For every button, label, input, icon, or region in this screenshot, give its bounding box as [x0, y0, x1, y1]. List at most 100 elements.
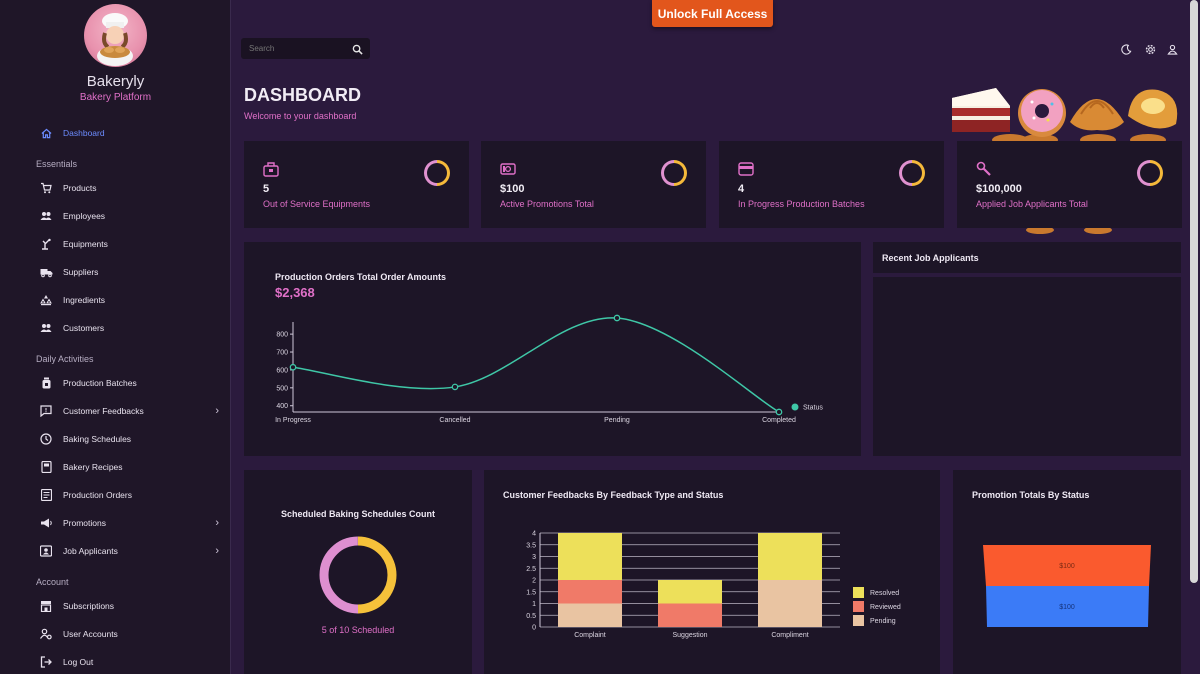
chart-total: $2,368	[275, 285, 315, 300]
stat-value: 5	[263, 183, 270, 195]
y-tick-label: 600	[276, 367, 288, 374]
dark-mode-icon[interactable]	[1119, 42, 1133, 56]
sidebar-item-label: Promotions	[63, 518, 106, 528]
section-account: Account	[36, 577, 69, 587]
sidebar-item-employees[interactable]: Employees	[39, 207, 225, 225]
y-tick-label: 2.5	[526, 566, 536, 573]
money-icon	[500, 161, 516, 177]
x-tick-label: Compliment	[771, 632, 808, 639]
sidebar-item-promotions[interactable]: Promotions ›	[39, 514, 225, 532]
series-line	[292, 317, 780, 413]
stat-card-promotions: $100 Active Promotions Total	[481, 141, 706, 228]
legend-label: Reviewed	[870, 604, 901, 611]
bar-segment	[558, 580, 622, 604]
sidebar-item-products[interactable]: Products	[39, 179, 225, 197]
progress-ring	[1137, 160, 1163, 186]
sidebar-item-label: Baking Schedules	[63, 434, 132, 444]
x-tick-label: Pending	[604, 417, 630, 424]
y-tick-label: 400	[276, 403, 288, 410]
user-gear-icon	[39, 627, 53, 641]
promotion-totals-card: Promotion Totals By Status $100 $100	[953, 470, 1181, 674]
legend-swatch	[853, 615, 864, 626]
sidebar-item-suppliers[interactable]: Suppliers	[39, 263, 225, 281]
sidebar-item-label: Suppliers	[63, 267, 99, 277]
sidebar-item-user-accounts[interactable]: User Accounts	[39, 625, 225, 643]
customer-feedbacks-chart-card: Customer Feedbacks By Feedback Type and …	[484, 470, 940, 674]
sidebar-item-subscriptions[interactable]: Subscriptions	[39, 597, 225, 615]
sidebar-item-production-orders[interactable]: Production Orders	[39, 486, 225, 504]
unlock-full-access-button[interactable]: Unlock Full Access	[652, 0, 773, 27]
stat-card-job-applicants: $100,000 Applied Job Applicants Total	[957, 141, 1182, 228]
donut-caption: 5 of 10 Scheduled	[321, 625, 395, 635]
sidebar-item-bakery-recipes[interactable]: Bakery Recipes	[39, 458, 225, 476]
sidebar-item-dashboard[interactable]: Dashboard	[39, 124, 225, 142]
funnel-label-top: $100	[1059, 563, 1075, 570]
store-icon	[39, 599, 53, 613]
batch-icon	[738, 161, 754, 177]
truck-icon	[39, 265, 53, 279]
legend-label: Pending	[870, 618, 896, 625]
page-title: DASHBOARD	[244, 85, 361, 105]
sidebar-item-label: Employees	[63, 211, 106, 221]
chevron-right-icon: ›	[215, 405, 219, 417]
chef-avatar	[84, 4, 147, 67]
card-title: Scheduled Baking Schedules Count	[280, 509, 436, 519]
scrollbar-thumb[interactable]	[1190, 0, 1198, 583]
recent-job-applicants-list	[873, 277, 1181, 456]
data-point	[775, 408, 783, 416]
sidebar-item-baking-schedules[interactable]: Baking Schedules	[39, 430, 225, 448]
search-input[interactable]	[249, 44, 344, 53]
sidebar-item-customer-feedbacks[interactable]: Customer Feedbacks ›	[39, 402, 225, 420]
logout-icon	[39, 655, 53, 669]
legend-swatch	[853, 587, 864, 598]
id-card-icon	[39, 544, 53, 558]
y-tick-label: 500	[276, 385, 288, 392]
chevron-right-icon: ›	[215, 545, 219, 557]
progress-ring	[661, 160, 687, 186]
user-profile-icon[interactable]	[1165, 42, 1179, 56]
sidebar-item-label: Subscriptions	[63, 601, 115, 611]
cart-icon	[39, 181, 53, 195]
people-icon	[39, 209, 53, 223]
book-icon	[39, 460, 53, 474]
card-title: Promotion Totals By Status	[972, 490, 1090, 500]
x-tick-label: Suggestion	[672, 632, 707, 639]
x-tick-label: Cancelled	[439, 417, 470, 424]
sidebar-item-production-batches[interactable]: Production Batches	[39, 374, 225, 392]
clock-icon	[39, 432, 53, 446]
funnel-label-bottom: $100	[1059, 604, 1075, 611]
progress-ring	[899, 160, 925, 186]
y-tick-label: 1	[532, 601, 536, 608]
sidebar-item-job-applicants[interactable]: Job Applicants ›	[39, 542, 225, 560]
pastries-illustration	[948, 84, 1184, 239]
x-tick-label: Complaint	[574, 632, 606, 639]
data-point	[451, 383, 459, 391]
bar-segment	[558, 603, 622, 627]
y-tick-label: 2	[532, 578, 536, 585]
stat-label: Active Promotions Total	[500, 199, 594, 209]
card-title: Customer Feedbacks By Feedback Type and …	[503, 490, 724, 500]
sidebar-item-log-out[interactable]: Log Out	[39, 653, 225, 671]
x-tick-label: In Progress	[275, 417, 311, 424]
progress-ring	[424, 160, 450, 186]
stacked-bar-chart: 0 0.5 1 1.5 2 2.5 3 3.5 4 Complaint Suggestion Comp…	[526, 531, 901, 640]
data-point	[613, 314, 621, 322]
sidebar-item-label: Production Batches	[63, 378, 137, 388]
stat-label: Out of Service Equipments	[263, 199, 371, 209]
search-box	[241, 38, 370, 59]
stat-label: In Progress Production Batches	[738, 199, 865, 209]
y-tick-label: 800	[276, 332, 288, 339]
sidebar-item-customers[interactable]: Customers	[39, 319, 225, 337]
search-icon[interactable]	[352, 42, 363, 60]
app-name: Bakeryly	[86, 73, 145, 90]
legend-swatch	[791, 403, 799, 411]
legend-label: Status	[803, 405, 823, 412]
production-orders-chart-card: Production Orders Total Order Amounts $2…	[244, 242, 861, 456]
y-tick-label: 1.5	[526, 589, 536, 596]
sidebar-item-ingredients[interactable]: Ingredients	[39, 291, 225, 309]
settings-gear-icon[interactable]	[1143, 42, 1157, 56]
data-point	[289, 363, 297, 371]
ingredients-icon	[39, 293, 53, 307]
sidebar-item-equipments[interactable]: Equipments	[39, 235, 225, 253]
page-scrollbar[interactable]	[1188, 0, 1200, 674]
